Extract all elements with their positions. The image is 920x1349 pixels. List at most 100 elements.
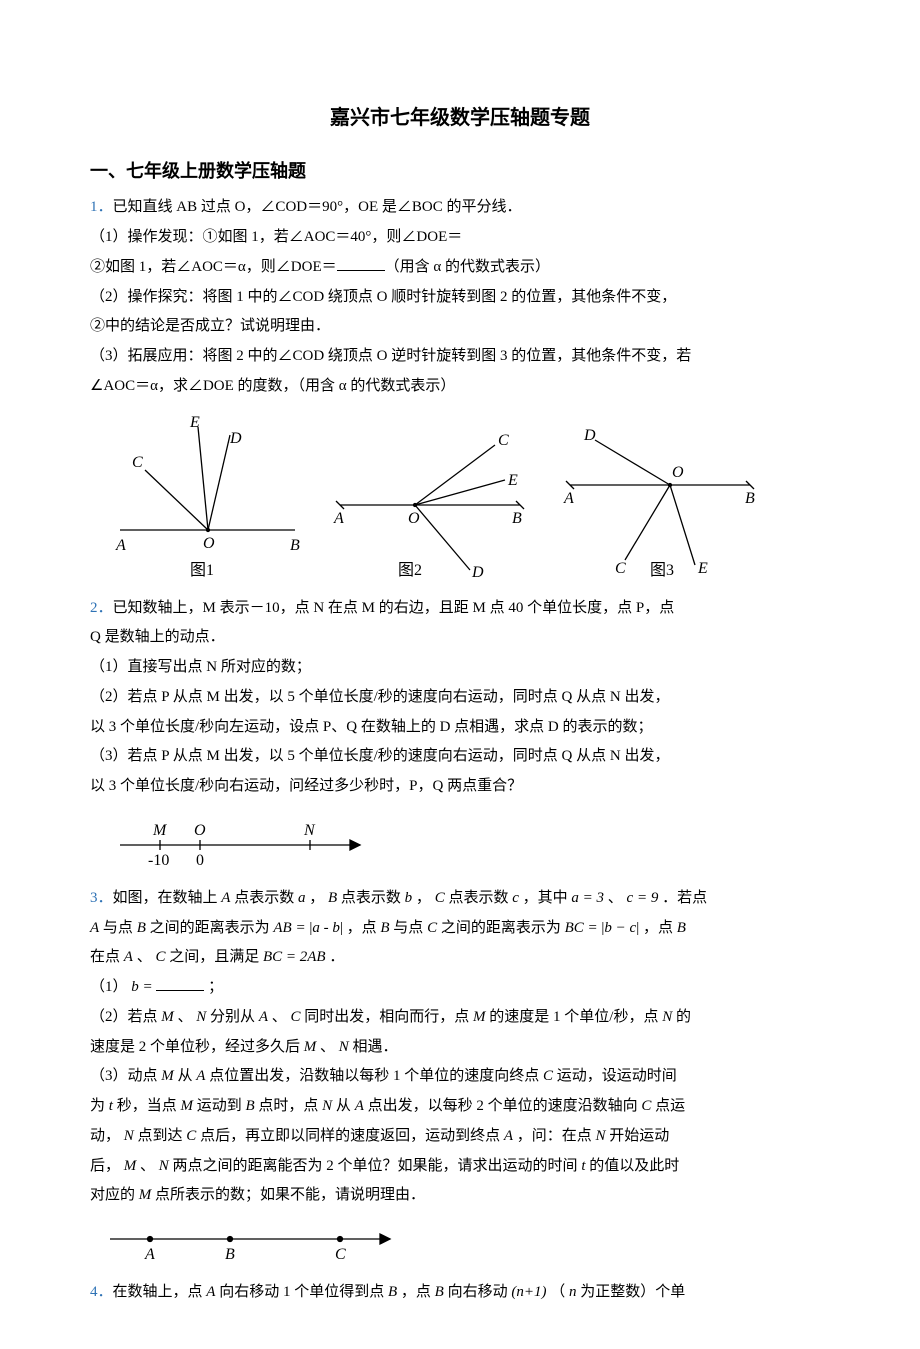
- svg-text:M: M: [152, 822, 168, 839]
- sym-n: n: [569, 1284, 577, 1300]
- q2-l3: （1）直接写出点 N 所对应的数；: [90, 654, 830, 682]
- sym-C2: C: [427, 920, 437, 936]
- q2-l4: （2）若点 P 从点 M 出发，以 5 个单位长度/秒的速度向右运动，同时点 Q…: [90, 684, 830, 712]
- q3-l2d: 与点: [393, 920, 423, 936]
- q3-l1c: ，: [309, 890, 324, 906]
- sym-B4: B: [677, 920, 686, 936]
- q3-l1d: 点表示数: [341, 890, 401, 906]
- sym-n1: (n+1): [511, 1284, 546, 1300]
- q3-l9e: 开始运动: [609, 1128, 669, 1144]
- q3-l8e: 从: [336, 1098, 351, 1114]
- sym-A6: A: [355, 1098, 364, 1114]
- sym-C7: C: [186, 1128, 196, 1144]
- sym-t2: t: [581, 1158, 585, 1174]
- sym-A3: A: [124, 949, 133, 965]
- q3-l10d: 的值以及此时: [589, 1158, 679, 1174]
- svg-text:O: O: [194, 822, 206, 839]
- q3-l11: 对应的: [90, 1187, 135, 1203]
- svg-text:C: C: [498, 432, 509, 449]
- sym-C6: C: [641, 1098, 651, 1114]
- q3-l2c: ，点: [347, 920, 377, 936]
- blank-2: [156, 976, 204, 991]
- q3-l10b: 、: [140, 1158, 155, 1174]
- page-title: 嘉兴市七年级数学压轴题专题: [90, 100, 830, 137]
- q3-l8d: 点时，点: [258, 1098, 318, 1114]
- q3-l9: 动，: [90, 1128, 120, 1144]
- q1-l1: 已知直线 AB 过点 O，∠COD＝90°，OE 是∠BOC 的平分线．: [113, 199, 522, 215]
- q3-l9c: 点后，再立即以同样的速度返回，运动到终点: [200, 1128, 500, 1144]
- sym-B7: B: [435, 1284, 444, 1300]
- q3-l9d: ，问：在点: [517, 1128, 592, 1144]
- sym-N2: N: [662, 1009, 672, 1025]
- q3-line8: 为 t 秒，当点 M 运动到 B 点时，点 N 从 A 点出发，以每秒 2 个单…: [90, 1093, 830, 1121]
- q1-l4: （2）操作探究：将图 1 中的∠COD 绕顶点 O 顺时针旋转到图 2 的位置，…: [90, 284, 830, 312]
- q3-l10: 后，: [90, 1158, 120, 1174]
- sym-N4: N: [322, 1098, 332, 1114]
- sym-M: M: [161, 1009, 174, 1025]
- sym-A8: A: [206, 1284, 215, 1300]
- section-title: 一、七年级上册数学压轴题: [90, 155, 830, 188]
- svg-text:B: B: [745, 490, 755, 507]
- q4-l1b: 向右移动 1 个单位得到点: [219, 1284, 384, 1300]
- sym-B2: B: [137, 920, 146, 936]
- q3-l6b: 、: [320, 1039, 335, 1055]
- q3-line7: （3）动点 M 从 A 点位置出发，沿数轴以每秒 1 个单位的速度向终点 C 运…: [90, 1063, 830, 1091]
- svg-text:E: E: [697, 560, 708, 577]
- svg-text:A: A: [333, 510, 344, 527]
- svg-text:C: C: [335, 1246, 346, 1263]
- q3-l1g: ，其中: [523, 890, 568, 906]
- q2-num: 2．: [90, 600, 113, 616]
- sym-M5: M: [180, 1098, 193, 1114]
- q3-l8g: 点运: [655, 1098, 685, 1114]
- sym-B3: B: [380, 920, 389, 936]
- q2-l7: 以 3 个单位长度/秒向右运动，问经过多少秒时，P，Q 两点重合？: [90, 773, 830, 801]
- q3-line1: 3．如图，在数轴上 A 点表示数 a ， B 点表示数 b ， C 点表示数 c…: [90, 885, 830, 913]
- sym-N3: N: [339, 1039, 349, 1055]
- sym-C4: C: [291, 1009, 301, 1025]
- q3-l3a: 在点: [90, 949, 120, 965]
- sym-M3: M: [304, 1039, 317, 1055]
- sym-A7: A: [504, 1128, 513, 1144]
- svg-text:C: C: [615, 560, 626, 577]
- q2-line1: 2．已知数轴上，M 表示－10，点 N 在点 M 的右边，且距 M 点 40 个…: [90, 595, 830, 623]
- sym-BC: BC =: [565, 920, 598, 936]
- q3-num: 3．: [90, 890, 113, 906]
- q1-l2: （1）操作发现：①如图 1，若∠AOC＝40°，则∠DOE＝: [90, 224, 830, 252]
- svg-text:图3: 图3: [650, 562, 674, 579]
- sym-AB: AB =: [273, 920, 305, 936]
- q4-l1e: （: [550, 1284, 565, 1300]
- q3-l8f: 点出发，以每秒 2 个单位的速度沿数轴向: [368, 1098, 638, 1114]
- sym-A5: A: [196, 1068, 205, 1084]
- svg-text:O: O: [203, 535, 215, 552]
- sym-b: b: [405, 890, 413, 906]
- q3-l8: 为: [90, 1098, 105, 1114]
- sym-a3: a = 3: [571, 890, 604, 906]
- svg-text:B: B: [225, 1246, 235, 1263]
- svg-text:A: A: [563, 490, 574, 507]
- sym-a: a: [298, 890, 306, 906]
- q1-figure: A B C D E O 图1 A B C E D O 图2: [90, 415, 830, 585]
- sym-M4: M: [161, 1068, 174, 1084]
- sym-A4: A: [259, 1009, 268, 1025]
- q3-line3: 在点 A 、 C 之间，且满足 BC = 2AB ．: [90, 944, 830, 972]
- q1-l3b: （用含 α 的代数式表示）: [385, 259, 550, 275]
- q3-l5: （2）若点: [90, 1009, 158, 1025]
- sym-N6: N: [596, 1128, 606, 1144]
- sym-B6: B: [388, 1284, 397, 1300]
- q4-l1a: 在数轴上，点: [113, 1284, 203, 1300]
- svg-text:B: B: [290, 537, 300, 554]
- q4-line1: 4．在数轴上，点 A 向右移动 1 个单位得到点 B ，点 B 向右移动 (n+…: [90, 1279, 830, 1307]
- q3-figure: A B C: [90, 1224, 830, 1269]
- q2-l6: （3）若点 P 从点 M 出发，以 5 个单位长度/秒的速度向右运动，同时点 Q…: [90, 743, 830, 771]
- q3-l10c: 两点之间的距离能否为 2 个单位？如果能，请求出运动的时间: [173, 1158, 578, 1174]
- q2-l1: 已知数轴上，M 表示－10，点 N 在点 M 的右边，且距 M 点 40 个单位…: [113, 600, 675, 616]
- q3-l2f: ，点: [643, 920, 673, 936]
- q3-line2: A 与点 B 之间的距离表示为 AB = |a - b| ，点 B 与点 C 之…: [90, 915, 830, 943]
- q3-l9b: 点到达: [138, 1128, 183, 1144]
- q3-l3c: 之间，且满足: [169, 949, 259, 965]
- q4-l1d: 向右移动: [448, 1284, 508, 1300]
- q3-l1e: ，: [416, 890, 431, 906]
- q3-l6: 速度是 2 个单位秒，经过多久后: [90, 1039, 300, 1055]
- q3-l4b: ；: [208, 979, 223, 995]
- q4-l1f: 为正整数）个单: [580, 1284, 685, 1300]
